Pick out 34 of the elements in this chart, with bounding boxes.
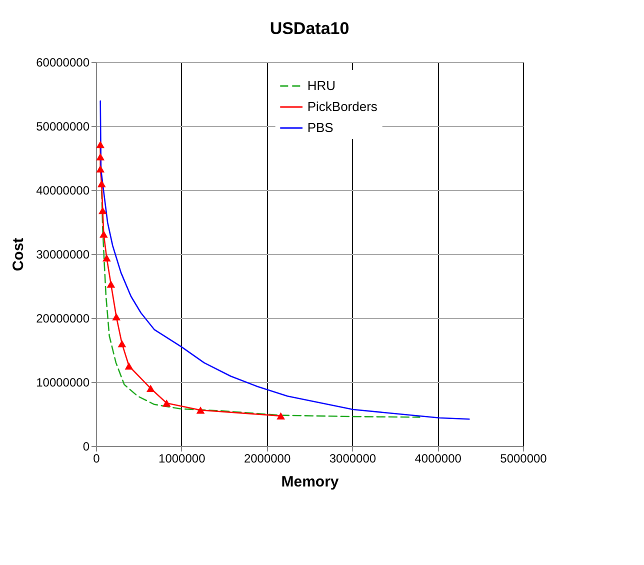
y-tick-label: 50000000: [36, 120, 90, 134]
point: [106, 280, 116, 288]
x-tick-label: 4000000: [414, 452, 462, 466]
x-axis-title: Memory: [281, 474, 340, 490]
legend-label: PickBorders: [307, 99, 378, 114]
x-tick-label: 1000000: [158, 452, 206, 466]
y-axis-title: Cost: [10, 238, 28, 272]
point: [97, 180, 106, 188]
point: [102, 254, 111, 262]
point: [276, 412, 285, 420]
y-tick-label: 20000000: [36, 312, 90, 326]
point: [196, 406, 205, 414]
point: [146, 384, 155, 392]
point: [96, 153, 105, 160]
point: [96, 165, 105, 173]
point: [162, 399, 171, 407]
chart-title: USData10: [270, 19, 350, 38]
y-tick-label: 40000000: [36, 184, 90, 198]
x-tick-label: 5000000: [500, 452, 548, 466]
point: [118, 340, 126, 348]
y-tick-label: 60000000: [36, 56, 90, 70]
y-tick-label: 30000000: [36, 248, 90, 262]
legend-label: HRU: [307, 78, 336, 93]
y-tick-label: 10000000: [36, 376, 90, 390]
point: [112, 313, 121, 320]
legend-label: PBS: [307, 120, 334, 135]
point: [124, 362, 134, 370]
y-tick-label: 0: [82, 440, 90, 454]
x-tick-label: 2000000: [244, 452, 291, 466]
point: [100, 230, 108, 238]
point: [96, 140, 105, 148]
x-tick-label: 3000000: [329, 452, 376, 466]
x-tick-label: 0: [93, 452, 100, 466]
point: [98, 206, 107, 214]
